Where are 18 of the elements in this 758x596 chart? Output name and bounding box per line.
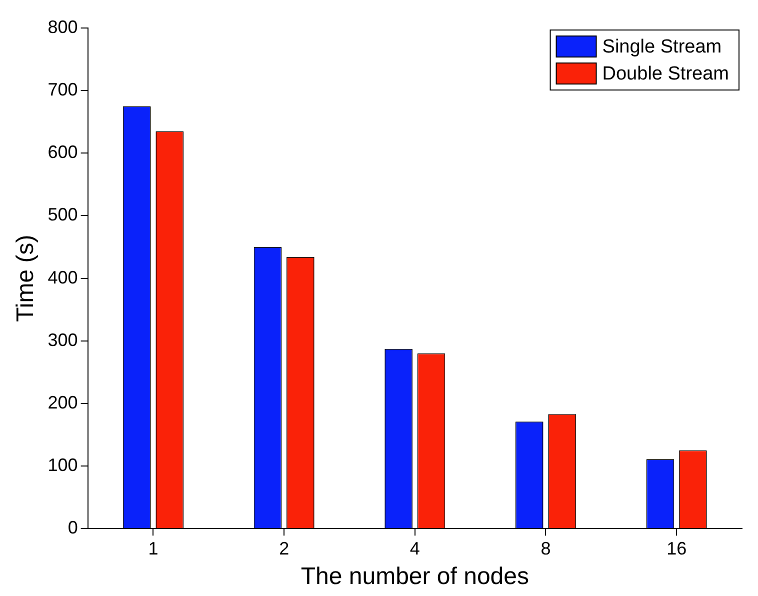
x-tick-label: 8 xyxy=(540,538,551,558)
y-tick-label: 300 xyxy=(48,330,78,350)
y-tick-label: 0 xyxy=(68,518,78,538)
y-tick-label: 700 xyxy=(48,80,78,100)
y-tick-label: 200 xyxy=(48,392,78,412)
y-tick-label: 400 xyxy=(48,267,78,288)
y-axis-title: Time (s) xyxy=(12,234,40,322)
x-tick-label: 16 xyxy=(666,538,687,558)
y-tick-label: 600 xyxy=(48,142,78,162)
legend-label: Double Stream xyxy=(602,64,730,85)
y-tick-label: 800 xyxy=(48,16,78,37)
x-axis-title: The number of nodes xyxy=(300,563,529,590)
x-tick-label: 2 xyxy=(279,538,290,558)
y-tick-label: 500 xyxy=(48,204,78,225)
legend-label: Single Stream xyxy=(602,36,722,58)
x-tick-label: 4 xyxy=(410,538,420,558)
y-tick-label: 100 xyxy=(48,454,78,475)
x-tick-label: 1 xyxy=(148,538,158,558)
